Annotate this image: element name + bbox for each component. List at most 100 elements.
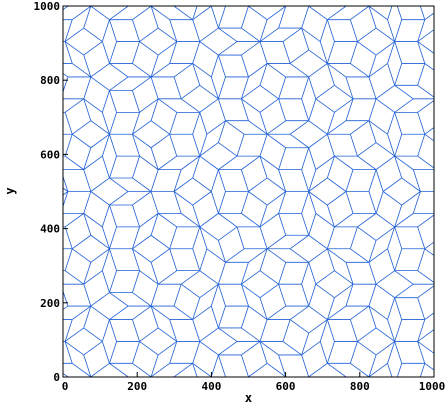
tiling-edge <box>90 63 110 78</box>
tiling-edge <box>83 98 92 121</box>
tiling-edge <box>301 213 310 236</box>
tiling-edge <box>83 262 92 285</box>
tiling-edge <box>83 147 92 170</box>
tiling-edge <box>192 177 212 192</box>
tiling-edge <box>394 84 414 100</box>
tiling-edge <box>308 362 328 377</box>
tiling-edge <box>387 226 396 249</box>
tiling-edge <box>241 98 249 121</box>
tiling-edge <box>139 41 159 56</box>
tiling-edge <box>150 234 170 250</box>
tiling-edge <box>368 120 388 135</box>
tiling-edge <box>210 169 219 192</box>
tiling-edge <box>259 155 279 170</box>
tiling-edge <box>218 341 238 356</box>
tiling-edge <box>173 376 175 377</box>
tiling-edge <box>345 284 354 307</box>
tiling-edge <box>285 6 287 7</box>
tiling-edge <box>326 63 335 86</box>
tiling-edge <box>319 319 328 342</box>
tiling-edge <box>83 327 103 342</box>
tiling-edge <box>368 6 370 7</box>
tiling-edge <box>308 319 328 334</box>
tiling-edge <box>349 41 358 64</box>
tiling-edge <box>218 142 238 157</box>
tiling-edge <box>368 240 377 263</box>
tiling-edge <box>424 312 434 320</box>
tiling-edge <box>241 284 249 307</box>
tiling-edge <box>109 270 117 293</box>
tiling-edge <box>345 6 347 7</box>
tiling-edge <box>301 284 310 307</box>
tiling-edge <box>375 142 395 157</box>
tiling-edge <box>417 112 426 135</box>
tiling-edge <box>357 213 377 228</box>
tiling-edge <box>436 262 443 284</box>
tiling-edge <box>132 63 152 78</box>
tiling-edge <box>375 226 395 241</box>
tiling-edge <box>132 292 152 307</box>
tiling-edge <box>150 191 159 214</box>
tiling-edge <box>417 99 434 113</box>
tiling-edge <box>210 354 219 377</box>
tiling-edge <box>169 341 178 364</box>
tiling-edge <box>180 213 201 228</box>
tiling-edge <box>248 6 268 21</box>
tiling-edge <box>308 147 317 170</box>
tiling-edge <box>266 234 286 250</box>
tiling-edge <box>150 262 159 285</box>
tiling-edge <box>327 120 347 135</box>
tiling-edge <box>289 63 309 78</box>
tiling-edge <box>259 319 268 342</box>
tiling-edge <box>169 226 178 249</box>
tiling-edge <box>63 191 69 196</box>
tiling-edge <box>225 248 245 263</box>
tiling-edge <box>101 319 110 342</box>
tiling-edge <box>417 155 434 169</box>
tiling-edge <box>241 213 261 228</box>
tiling-edge <box>64 248 73 271</box>
tiling-edge <box>394 204 403 228</box>
tiling-edge <box>308 248 328 263</box>
tiling-edge <box>83 213 103 228</box>
tiling-edge <box>394 112 403 135</box>
tiling-edge <box>42 271 61 285</box>
tiling-edge <box>109 63 129 78</box>
tiling-edge <box>424 127 434 135</box>
tiling-edge <box>326 134 335 157</box>
tiling-edge <box>315 98 335 113</box>
tiling-edge <box>109 226 117 249</box>
tiling-edge <box>199 142 219 157</box>
tiling-edge <box>436 0 443 6</box>
tiling-edge <box>278 147 287 170</box>
tiling-edge <box>199 213 219 228</box>
tiling-edge <box>301 169 310 192</box>
tiling-edge <box>424 133 434 142</box>
y-tick-label: 800 <box>40 74 60 87</box>
tiling-edge <box>301 6 310 29</box>
tiling-edge <box>218 76 226 99</box>
tiling-edge <box>101 248 110 271</box>
tiling-edge <box>101 204 110 228</box>
tiling-edge <box>368 262 377 285</box>
tiling-edge <box>259 98 279 113</box>
tiling-edge <box>241 262 249 285</box>
tiling-edge <box>357 155 377 170</box>
tiling-edge <box>83 305 92 329</box>
tiling-edge <box>394 155 403 179</box>
tiling-edge <box>326 155 335 179</box>
tiling-edge <box>169 319 178 342</box>
tiling-edge <box>436 148 443 170</box>
tiling-edge <box>334 283 354 299</box>
tiling-edge <box>83 41 103 56</box>
tiling-edge <box>180 155 201 170</box>
tiling-edge <box>101 226 110 249</box>
tiling-edge <box>248 177 268 192</box>
tiling-edge <box>236 226 245 249</box>
tiling-edge <box>334 213 354 228</box>
tiling-edge <box>308 6 310 7</box>
tiling-edge <box>64 155 84 170</box>
tiling-edge <box>132 90 140 113</box>
tiling-edge <box>218 54 226 78</box>
tiling-edge <box>327 177 347 192</box>
